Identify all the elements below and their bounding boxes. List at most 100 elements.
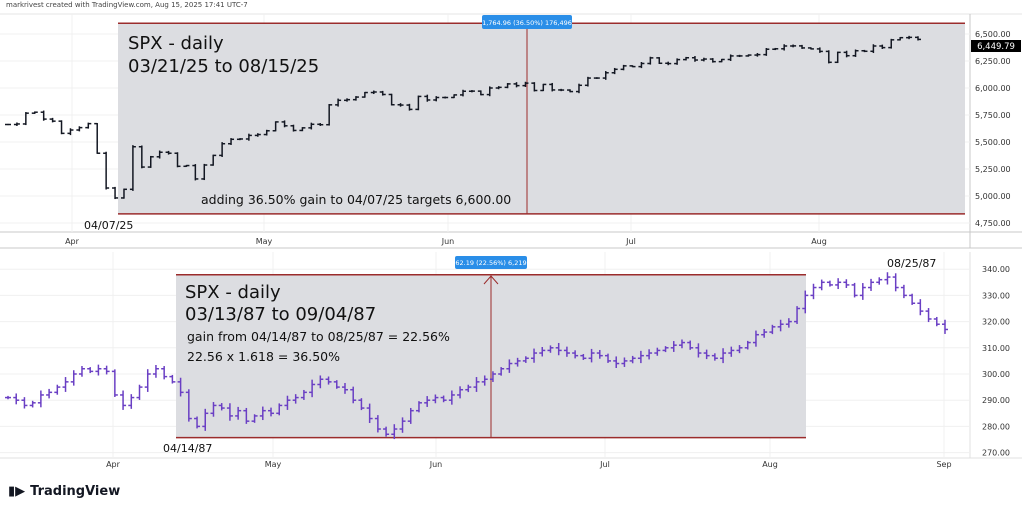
ohlc-bar: [309, 379, 316, 398]
ohlc-bar: [465, 384, 472, 393]
ohlc-bar: [120, 188, 127, 199]
ohlc-bar: [468, 90, 475, 93]
ohlc-bar: [326, 103, 333, 126]
ohlc-bar: [843, 279, 850, 288]
ohlc-bar: [547, 345, 554, 353]
bottom-low-label: 04/14/87: [163, 442, 212, 455]
ohlc-bar: [54, 384, 61, 395]
ohlc-bar: [284, 395, 291, 410]
ohlc-bar: [451, 94, 458, 99]
ohlc-bar: [407, 407, 414, 424]
ohlc-bar: [138, 145, 145, 169]
ohlc-bar: [605, 353, 612, 363]
bottom-high-label: 08/25/87: [887, 257, 936, 270]
ohlc-bar: [835, 278, 842, 290]
ohlc-bar: [37, 390, 44, 408]
ohlc-bar: [588, 348, 595, 363]
ohlc-bar: [761, 329, 768, 338]
ohlc-bar: [621, 357, 628, 367]
ohlc-bar: [745, 54, 752, 57]
ohlc-bar: [892, 273, 899, 292]
ohlc-bar: [111, 369, 118, 397]
bottom-subtitle: 03/13/87 to 09/04/87: [185, 304, 376, 325]
ohlc-bar: [251, 414, 258, 423]
ohlc-bar: [177, 377, 184, 397]
ohlc-bar: [596, 349, 603, 359]
ohlc-bar: [818, 279, 825, 291]
top-bars: [5, 35, 921, 200]
ohlc-bar: [695, 343, 702, 358]
ohlc-bar: [144, 369, 151, 392]
price-tick-label: 6,000.00: [975, 84, 1011, 93]
ohlc-bar: [495, 86, 502, 90]
ohlc-bar: [870, 44, 877, 54]
ohlc-bar: [816, 47, 823, 53]
credit-text: markrivest created with TradingView.com,…: [6, 1, 248, 9]
ohlc-bar: [156, 150, 163, 159]
ohlc-bar: [834, 51, 841, 64]
ohlc-bar: [876, 277, 883, 285]
ohlc-bar: [575, 83, 582, 94]
price-tick-label: 5,750.00: [975, 111, 1011, 120]
ohlc-bar: [489, 371, 496, 382]
ohlc-bar: [720, 348, 727, 364]
ohlc-bar: [5, 395, 11, 400]
ohlc-bar: [78, 366, 85, 377]
ohlc-bar: [448, 390, 455, 405]
ohlc-bar: [136, 384, 143, 400]
ohlc-bar: [397, 103, 404, 107]
ohlc-bar: [424, 94, 431, 102]
ohlc-bar: [572, 350, 579, 359]
ohlc-bar: [522, 81, 529, 87]
ohlc-bar: [851, 282, 858, 298]
price-tick-label: 5,250.00: [975, 165, 1011, 174]
ohlc-bar: [522, 356, 529, 363]
bottom-annotation-1: gain from 04/14/87 to 08/25/87 = 22.56%: [187, 329, 450, 344]
tradingview-logo[interactable]: ▮▶ TradingView: [8, 484, 120, 499]
last-price-label: 6,449.79: [977, 42, 1015, 52]
ohlc-bar: [292, 394, 299, 404]
ohlc-bar: [825, 50, 832, 64]
ohlc-bar: [763, 47, 770, 56]
ohlc-bar: [826, 280, 833, 287]
ohlc-bar: [638, 61, 645, 69]
ohlc-bar: [933, 316, 940, 327]
ohlc-bar: [128, 394, 135, 409]
ohlc-bar: [228, 138, 235, 145]
ohlc-bar: [245, 133, 252, 141]
price-tick-label: 5,500.00: [975, 138, 1011, 147]
ohlc-bar: [674, 58, 681, 65]
ohlc-bar: [350, 386, 357, 404]
ohlc-bar: [656, 57, 663, 65]
ohlc-bar: [62, 377, 69, 392]
ohlc-bar: [194, 416, 201, 429]
ohlc-bar: [785, 318, 792, 328]
ohlc-bar: [235, 406, 242, 420]
ohlc-bar: [219, 142, 226, 158]
ohlc-bar: [161, 366, 168, 380]
ohlc-bar: [13, 393, 20, 405]
ohlc-bar: [85, 122, 92, 129]
price-tick-label: 280.00: [982, 422, 1010, 431]
ohlc-bar: [728, 346, 735, 357]
ohlc-bar: [70, 370, 77, 386]
ohlc-bar: [925, 308, 932, 323]
ohlc-bar: [415, 95, 422, 111]
ohlc-bar: [498, 367, 505, 376]
price-tick-label: 270.00: [982, 449, 1010, 458]
ohlc-bar: [917, 299, 924, 316]
ohlc-bar: [843, 50, 850, 58]
ohlc-bar: [281, 120, 288, 128]
price-tick-label: 6,500.00: [975, 30, 1011, 39]
ohlc-bar: [555, 342, 562, 356]
top-measure-label: 1,764.96 (36.50%) 176,496: [482, 19, 572, 27]
ohlc-bar: [539, 346, 546, 357]
bottom-measure-label: 62.19 (22.56%) 6,219: [455, 259, 526, 267]
ohlc-bar: [165, 150, 172, 155]
ohlc-bar: [909, 293, 916, 305]
ohlc-bar: [432, 394, 439, 404]
ohlc-bar: [325, 376, 332, 385]
ohlc-bar: [120, 390, 127, 410]
top-range-box[interactable]: [118, 23, 965, 214]
